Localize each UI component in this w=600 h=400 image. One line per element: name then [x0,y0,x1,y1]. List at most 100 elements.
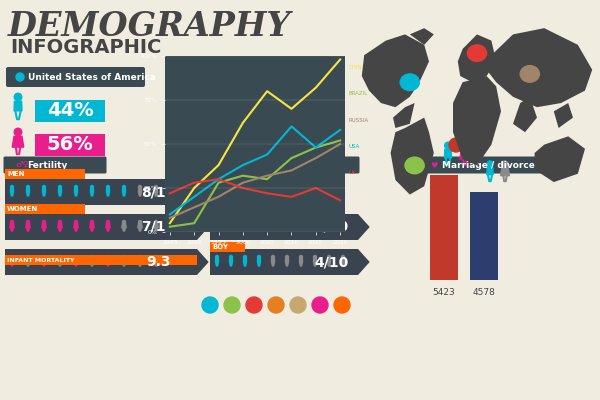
Circle shape [107,186,109,188]
Polygon shape [244,259,247,262]
Circle shape [155,256,157,258]
Polygon shape [106,189,110,192]
Polygon shape [362,34,429,107]
Text: 9.3: 9.3 [146,255,171,269]
Polygon shape [513,97,537,132]
Circle shape [230,256,232,258]
Circle shape [43,186,46,188]
Polygon shape [42,224,46,228]
Polygon shape [122,224,126,228]
Polygon shape [12,136,24,147]
Circle shape [43,256,46,258]
Circle shape [461,142,469,149]
FancyBboxPatch shape [470,192,498,280]
Circle shape [449,138,463,152]
Circle shape [107,220,109,224]
Circle shape [286,256,289,258]
Circle shape [520,66,539,82]
Circle shape [257,256,260,258]
Polygon shape [10,189,14,192]
Polygon shape [554,103,573,128]
Polygon shape [236,182,248,194]
Text: Marriage / divorce: Marriage / divorce [442,160,535,170]
Circle shape [215,256,218,258]
Polygon shape [154,224,158,228]
Circle shape [26,256,29,258]
Polygon shape [458,34,496,82]
Circle shape [290,297,306,313]
Polygon shape [106,259,110,263]
Text: ♂♀: ♂♀ [220,160,233,170]
Polygon shape [299,259,302,262]
Polygon shape [304,185,313,194]
Polygon shape [299,224,303,228]
Polygon shape [5,179,209,205]
Circle shape [91,220,94,224]
Polygon shape [487,167,493,175]
Polygon shape [91,259,94,262]
Polygon shape [393,103,415,128]
Polygon shape [229,224,233,228]
Polygon shape [5,249,209,275]
Text: 4/10: 4/10 [314,255,349,269]
Polygon shape [327,224,331,228]
Circle shape [11,220,13,224]
Polygon shape [453,76,501,166]
Polygon shape [341,259,344,262]
Polygon shape [313,224,317,228]
Text: ≈3: ≈3 [264,182,292,200]
Text: ♂♀: ♂♀ [15,160,29,170]
FancyBboxPatch shape [210,205,255,215]
Circle shape [59,220,61,224]
Circle shape [59,186,61,188]
Text: BOY: BOY [212,244,228,250]
Text: DEMOGRAPHY: DEMOGRAPHY [8,10,291,43]
Circle shape [299,256,302,258]
Circle shape [341,220,344,224]
Polygon shape [122,189,125,192]
Circle shape [487,161,493,167]
Text: 4578: 4578 [473,288,496,297]
Polygon shape [91,189,94,192]
Text: Fertility: Fertility [27,160,67,170]
Circle shape [321,179,327,185]
Circle shape [14,128,22,136]
Polygon shape [106,224,110,228]
Polygon shape [154,259,158,263]
FancyBboxPatch shape [5,204,85,214]
Circle shape [467,45,487,62]
Polygon shape [26,224,30,228]
Text: Children in the family: Children in the family [232,160,343,170]
FancyBboxPatch shape [255,180,300,202]
Polygon shape [74,189,77,192]
Polygon shape [210,214,370,240]
Circle shape [286,220,289,224]
Circle shape [272,220,274,224]
Polygon shape [14,101,22,111]
Text: GIRL: GIRL [212,207,230,213]
Text: 8/10: 8/10 [142,185,176,199]
Text: RUSSIA: RUSSIA [349,118,369,122]
Text: BRAZIL: BRAZIL [349,91,368,96]
FancyBboxPatch shape [5,255,197,265]
Circle shape [155,186,157,188]
Circle shape [305,179,311,185]
Circle shape [272,256,274,258]
Polygon shape [90,224,94,228]
Polygon shape [58,189,62,192]
Circle shape [257,220,260,224]
Circle shape [122,186,125,188]
Polygon shape [341,224,345,228]
Circle shape [405,157,424,174]
Polygon shape [257,259,260,262]
Circle shape [122,220,125,224]
Circle shape [312,297,328,313]
Text: WOMEN: WOMEN [7,206,38,212]
FancyBboxPatch shape [419,156,550,174]
Polygon shape [410,28,434,45]
Text: 7/10: 7/10 [142,220,176,234]
Circle shape [11,256,13,258]
Polygon shape [229,259,233,262]
Circle shape [215,220,218,224]
Circle shape [74,186,77,188]
